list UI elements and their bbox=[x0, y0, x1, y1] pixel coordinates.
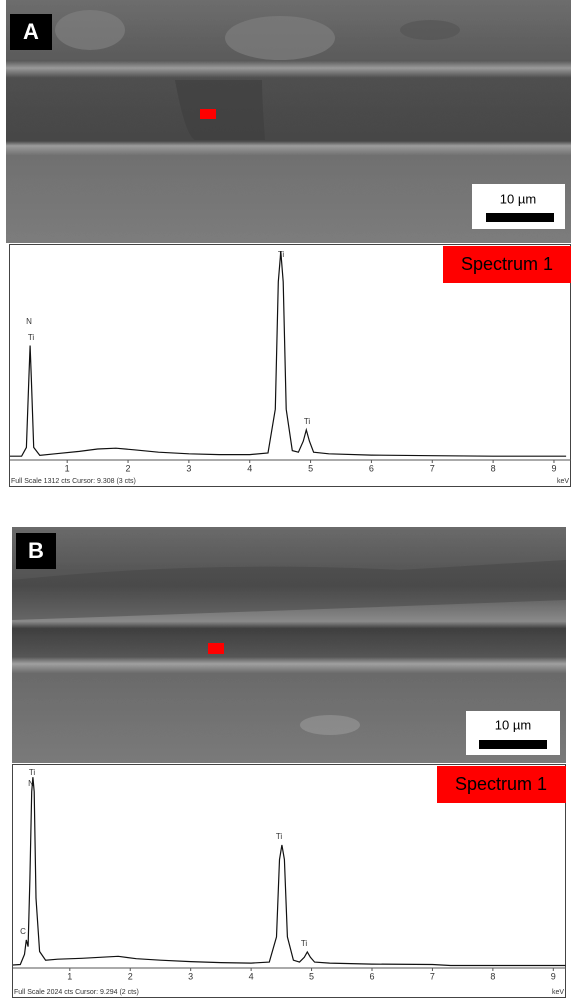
peak-label: N bbox=[26, 317, 32, 326]
x-tick-label: 7 bbox=[430, 463, 435, 473]
peak-label: Ti bbox=[304, 417, 311, 426]
spectrum-title-box bbox=[437, 766, 566, 803]
x-tick-label: 6 bbox=[369, 971, 374, 981]
x-tick-label: 5 bbox=[308, 463, 313, 473]
x-tick-label: 3 bbox=[186, 463, 191, 473]
x-tick-label: 4 bbox=[247, 463, 252, 473]
x-tick-label: 3 bbox=[188, 971, 193, 981]
analysis-marker bbox=[200, 109, 216, 119]
x-tick-label: 9 bbox=[551, 463, 556, 473]
panel-label: A bbox=[23, 19, 39, 44]
footer: Full Scale 1312 cts Cursor: 9.308 (3 cts… bbox=[11, 478, 136, 485]
peak-label: C bbox=[20, 927, 26, 936]
sem-image bbox=[6, 0, 571, 243]
x-tick-label: 8 bbox=[491, 463, 496, 473]
scale-bar-label: 10 µm bbox=[500, 191, 536, 206]
x-tick-label: 4 bbox=[249, 971, 254, 981]
spectrum-title-box bbox=[443, 246, 571, 283]
x-tick-label: 6 bbox=[369, 463, 374, 473]
spectrum-frame bbox=[12, 764, 566, 998]
spectrum-line bbox=[12, 777, 566, 967]
peak-label: N bbox=[28, 779, 34, 788]
x-tick-label: 2 bbox=[126, 463, 131, 473]
scale-bar bbox=[486, 213, 554, 222]
x-tick-label: 2 bbox=[128, 971, 133, 981]
x-axis-unit: keV bbox=[557, 478, 569, 485]
scale-bar-label: 10 µm bbox=[495, 717, 531, 732]
spectrum-frame bbox=[9, 244, 571, 487]
spectrum-line bbox=[10, 251, 567, 457]
spectrum-title: Spectrum 1 bbox=[461, 254, 553, 274]
x-axis-unit: keV bbox=[552, 989, 564, 996]
panel-label-box bbox=[10, 14, 52, 50]
peak-label: Ti bbox=[276, 832, 283, 841]
x-tick-label: 7 bbox=[430, 971, 435, 981]
footer: Full Scale 2024 cts Cursor: 9.294 (2 cts… bbox=[14, 989, 139, 996]
spectrum-title: Spectrum 1 bbox=[455, 774, 547, 794]
x-tick-label: 1 bbox=[67, 971, 72, 981]
peak-label: Ti bbox=[28, 333, 35, 342]
scale-bar bbox=[479, 740, 547, 749]
peak-label: Ti bbox=[301, 939, 308, 948]
panel-label-box bbox=[16, 533, 56, 569]
analysis-marker bbox=[208, 643, 224, 654]
panel-label: B bbox=[28, 538, 44, 563]
x-tick-label: 1 bbox=[65, 463, 70, 473]
peak-label: Ti bbox=[29, 768, 36, 777]
x-tick-label: 9 bbox=[551, 971, 556, 981]
x-tick-label: 8 bbox=[490, 971, 495, 981]
x-tick-label: 5 bbox=[309, 971, 314, 981]
